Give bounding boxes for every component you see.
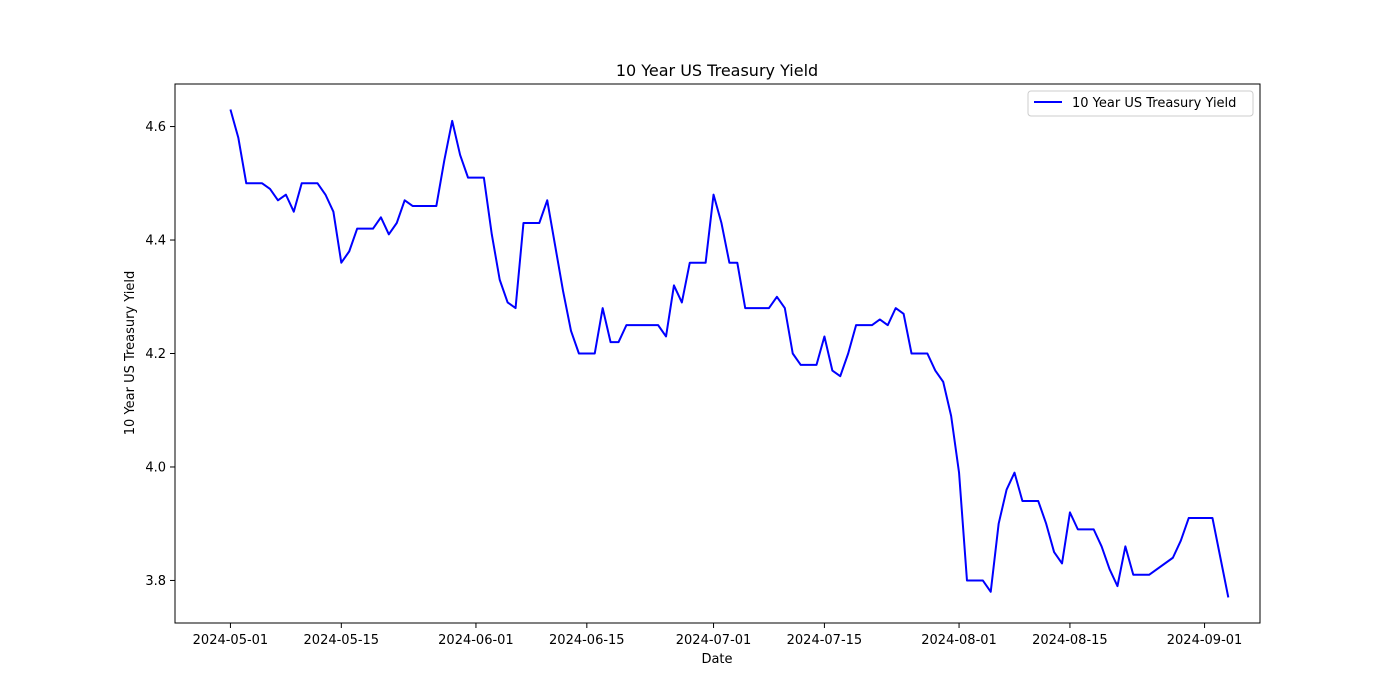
x-tick-label: 2024-05-15 <box>304 633 380 648</box>
y-tick-label: 4.4 <box>145 234 166 249</box>
x-tick-label: 2024-06-15 <box>549 633 625 648</box>
x-tick-label: 2024-07-15 <box>787 633 863 648</box>
x-tick-label: 2024-08-01 <box>921 633 997 648</box>
plot-area <box>174 83 1261 624</box>
y-tick-label: 3.8 <box>145 574 166 589</box>
y-tick-label: 4.6 <box>145 120 166 135</box>
x-tick-label: 2024-08-15 <box>1032 633 1108 648</box>
y-tick-label: 4.0 <box>145 460 166 475</box>
series-line <box>229 109 1230 598</box>
x-axis: 2024-05-01 2024-05-15 2024-06-01 2024-06-15… <box>193 623 1243 648</box>
y-axis: 3.8 4.0 4.2 4.4 4.6 <box>145 120 175 589</box>
chart-title: 10 Year US Treasury Yield <box>616 61 818 80</box>
x-tick-label: 2024-05-01 <box>193 633 269 648</box>
y-tick-label: 4.2 <box>145 347 166 362</box>
x-tick-label: 2024-07-01 <box>676 633 752 648</box>
series-layer <box>229 109 1230 598</box>
x-axis-label: Date <box>701 652 732 667</box>
plot-frame <box>174 83 1261 624</box>
legend-box <box>1027 90 1254 117</box>
legend-label: 10 Year US Treasury Yield <box>1072 96 1236 111</box>
legend: 10 Year US Treasury Yield <box>1027 90 1254 117</box>
x-tick-label: 2024-09-01 <box>1167 633 1243 648</box>
x-tick-label: 2024-06-01 <box>438 633 514 648</box>
y-axis-label: 10 Year US Treasury Yield <box>123 271 138 435</box>
